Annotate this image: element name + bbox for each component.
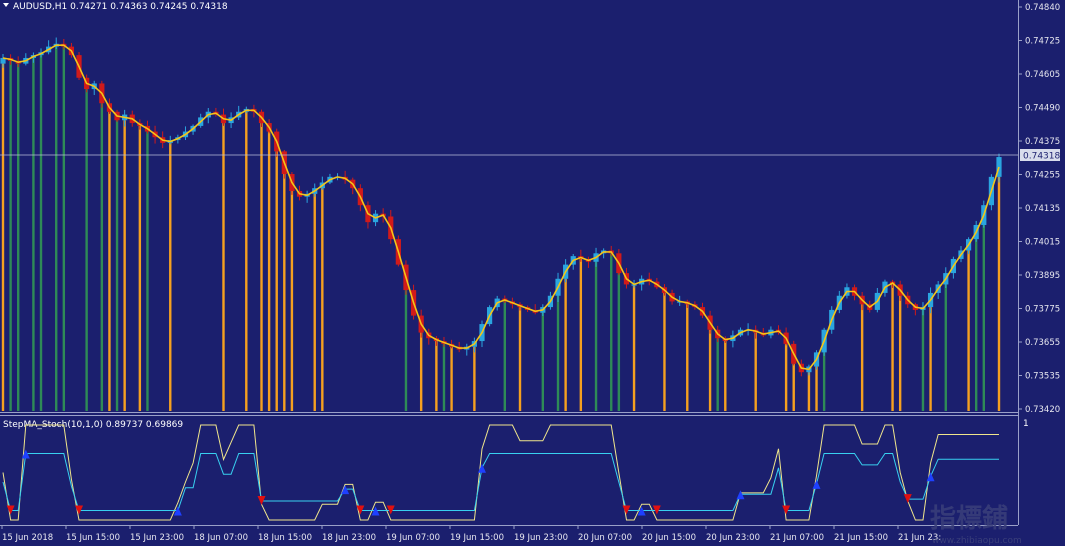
time-tick-label: 20 Jun 15:00 — [642, 533, 696, 543]
time-tick-label: 15 Jun 2018 — [2, 533, 53, 543]
time-tick-label: 15 Jun 23:00 — [130, 533, 184, 543]
arrow-up-icon — [812, 479, 821, 489]
stoch-main-line — [2, 424, 999, 521]
symbol-info: AUDUSD,H1 0.74271 0.74363 0.74245 0.7431… — [13, 2, 228, 12]
arrow-up-icon — [637, 506, 646, 516]
price-tick-label: 0.74725 — [1025, 37, 1060, 47]
arrow-down-icon — [622, 505, 631, 515]
arrow-down-icon — [356, 505, 365, 515]
current-price-label: 0.74318 — [1023, 152, 1060, 162]
price-tick-label: 0.73420 — [1025, 405, 1060, 415]
arrow-down-icon — [6, 505, 15, 515]
time-tick-label: 20 Jun 07:00 — [578, 533, 632, 543]
time-tick-label: 19 Jun 23:00 — [514, 533, 568, 543]
price-tick-label: 0.73535 — [1025, 372, 1060, 382]
price-tick-label: 0.74840 — [1025, 3, 1060, 13]
arrow-up-icon — [21, 449, 30, 459]
time-tick-label: 18 Jun 23:00 — [322, 533, 376, 543]
arrow-up-icon — [371, 506, 380, 516]
arrow-up-icon — [341, 485, 350, 495]
arrow-up-icon — [173, 506, 182, 516]
price-scale: 0.74840 0.74725 0.74605 0.74490 0.74375 0.742… — [1018, 3, 1060, 415]
arrow-down-icon — [75, 505, 84, 515]
price-tick-label: 0.73775 — [1025, 305, 1060, 315]
sub-scale-top: 1 — [1023, 419, 1029, 429]
arrow-down-icon — [782, 505, 791, 515]
arrow-up-icon — [477, 463, 486, 473]
time-tick-label: 20 Jun 23:00 — [706, 533, 760, 543]
arrow-down-icon — [257, 496, 266, 505]
arrow-down-icon — [386, 505, 395, 515]
watermark-logo: 指標鋪 — [930, 503, 1008, 534]
arrow-up-icon — [736, 490, 745, 500]
candle-body — [996, 157, 1002, 177]
price-tick-label: 0.73655 — [1025, 338, 1060, 348]
stoch-signal-line — [2, 453, 999, 511]
time-tick-label: 18 Jun 07:00 — [194, 533, 248, 543]
time-tick-label: 19 Jun 07:00 — [386, 533, 440, 543]
arrow-up-icon — [926, 472, 935, 482]
signal-arrows — [6, 449, 935, 516]
price-tick-label: 0.74135 — [1025, 204, 1060, 214]
price-tick-label: 0.73895 — [1025, 271, 1060, 281]
moving-average-line — [2, 44, 1000, 371]
price-tick-label: 0.74605 — [1025, 70, 1060, 80]
time-tick-label: 21 Jun 07:00 — [770, 533, 824, 543]
price-tick-label: 0.74490 — [1025, 104, 1060, 114]
dropdown-triangle-icon[interactable] — [3, 3, 9, 7]
time-tick-label: 15 Jun 15:00 — [66, 533, 120, 543]
arrow-down-icon — [903, 494, 912, 504]
time-tick-label: 21 Jun 15:00 — [834, 533, 888, 543]
price-tick-label: 0.74015 — [1025, 238, 1060, 248]
time-axis: 15 Jun 2018 15 Jun 15:00 15 Jun 23:00 18 Ju… — [1, 525, 941, 543]
time-tick-label: 19 Jun 15:00 — [450, 533, 504, 543]
candle-body — [0, 57, 6, 64]
current-price-tag — [1020, 149, 1060, 161]
signal-bars-layer — [1, 46, 1001, 411]
price-tick-label: 0.74255 — [1025, 171, 1060, 181]
time-tick-label: 18 Jun 15:00 — [258, 533, 312, 543]
time-tick-label: 21 Jun 23: — [898, 533, 941, 543]
watermark-url: www.zhibiaopu.com — [932, 536, 1022, 546]
indicator-info: StepMA_Stoch(10,1,0) 0.89737 0.69869 — [3, 420, 183, 430]
price-tick-label: 0.74375 — [1025, 137, 1060, 147]
arrow-down-icon — [652, 505, 661, 515]
